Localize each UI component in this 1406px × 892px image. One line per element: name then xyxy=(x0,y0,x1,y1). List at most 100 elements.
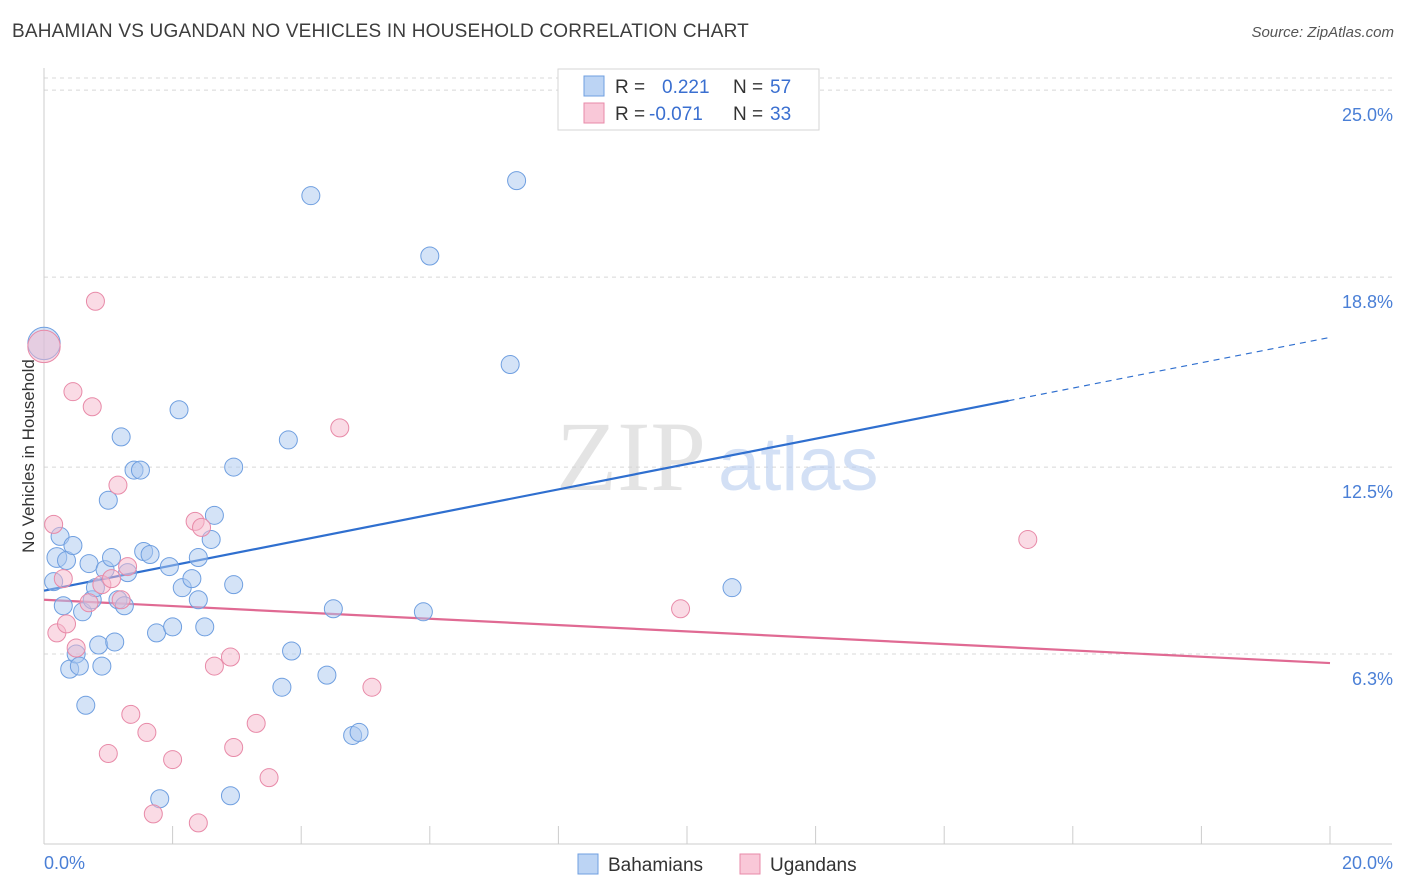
legend-r-value-1: 0.221 xyxy=(662,77,710,98)
bahamian-point xyxy=(278,430,298,450)
bahamian-point xyxy=(89,635,109,655)
chart-title: BAHAMIAN VS UGANDAN NO VEHICLES IN HOUSE… xyxy=(12,21,749,42)
bottom-legend-swatch-ugandans xyxy=(739,853,761,875)
ugandan-point xyxy=(246,713,266,733)
bahamian-point xyxy=(272,677,292,697)
ugandan-point xyxy=(111,590,131,610)
ugandan-point xyxy=(204,656,224,676)
legend-n-value-2: 33 xyxy=(770,104,791,125)
x-tick-label: 0.0% xyxy=(44,853,85,873)
bahamian-point xyxy=(76,695,96,715)
y-tick-label: 25.0% xyxy=(1342,105,1393,125)
points-layer xyxy=(27,171,1038,833)
ugandan-point xyxy=(63,382,83,402)
bahamian-point xyxy=(105,632,125,652)
bottom-legend-swatch-bahamians xyxy=(577,853,599,875)
grid-layer xyxy=(44,77,1392,655)
ugandan-point xyxy=(163,750,183,770)
legend-r-label-2: R = xyxy=(615,104,645,125)
bahamian-point xyxy=(163,617,183,637)
legend-r-value-2: -0.071 xyxy=(649,104,703,125)
watermark-zip: ZIP xyxy=(556,401,706,512)
bahamian-point xyxy=(224,457,244,477)
legend-n-label-1: N = xyxy=(733,77,763,98)
legend-swatch-bahamians xyxy=(583,75,605,97)
bottom-legend-bahamians: Bahamians xyxy=(608,855,703,876)
ugandan-point xyxy=(188,813,208,833)
bahamian-point xyxy=(111,427,131,447)
legend-n-value-1: 57 xyxy=(770,77,791,98)
legend-n-label-2: N = xyxy=(733,104,763,125)
ugandan-point xyxy=(102,569,122,589)
watermark-atlas: atlas xyxy=(718,422,879,507)
bahamian-point xyxy=(147,623,167,643)
bottom-legend-ugandans: Ugandans xyxy=(770,855,857,876)
bahamian-point xyxy=(92,656,112,676)
bahamian-point xyxy=(182,569,202,589)
legend-swatch-ugandans xyxy=(583,102,605,124)
bahamian-point xyxy=(63,535,83,555)
series-legend: Bahamians Ugandans xyxy=(577,853,857,876)
legend-r-label-1: R = xyxy=(615,77,645,98)
ugandan-point xyxy=(143,804,163,824)
y-tick-label: 12.5% xyxy=(1342,482,1393,502)
ugandan-point xyxy=(192,517,212,537)
bahamian-point xyxy=(413,602,433,622)
source-credit: Source: ZipAtlas.com xyxy=(1251,24,1394,41)
y-axis-label: No Vehicles in Household xyxy=(19,359,38,553)
ugandan-point xyxy=(98,744,118,764)
bahamian-point xyxy=(323,599,343,619)
bahamian-point xyxy=(204,505,224,525)
bahamian-point xyxy=(140,545,160,565)
ugandan-point xyxy=(66,638,86,658)
bahamian-point xyxy=(500,355,520,375)
bahamian-point xyxy=(195,617,215,637)
ugandan-point xyxy=(259,768,279,788)
bahamian-point xyxy=(507,171,527,191)
ugandan-point xyxy=(79,593,99,613)
bahamian-point xyxy=(98,490,118,510)
bahamian-point xyxy=(722,578,742,598)
ugandan-point xyxy=(27,329,61,364)
ugandan-point xyxy=(57,614,77,634)
bahamian-point xyxy=(188,590,208,610)
bahamian-point xyxy=(188,548,208,568)
watermark: ZIP atlas xyxy=(556,401,879,512)
ugandan-point xyxy=(137,722,157,742)
bahamian-point xyxy=(169,400,189,420)
correlation-legend: R = 0.221 N = 57 R = -0.071 N = 33 xyxy=(557,68,820,131)
bahamian-trend-extension xyxy=(1008,336,1331,402)
ugandan-point xyxy=(44,514,64,534)
bahamian-point xyxy=(53,596,73,616)
bahamian-point xyxy=(130,460,150,480)
ugandan-point xyxy=(53,569,73,589)
bahamian-point xyxy=(420,246,440,266)
ugandan-point xyxy=(108,475,128,495)
y-tick-label: 6.3% xyxy=(1352,669,1393,689)
axis-layer: 6.3% 12.5% 18.8% 25.0% 0.0% 20.0% xyxy=(43,68,1393,873)
ugandan-point xyxy=(118,557,138,577)
bahamian-point xyxy=(79,554,99,574)
bahamian-point xyxy=(69,656,89,676)
ugandan-point xyxy=(362,677,382,697)
bahamian-point xyxy=(224,575,244,595)
bahamian-point xyxy=(317,665,337,685)
bahamian-point xyxy=(102,548,122,568)
bahamian-point xyxy=(220,786,240,806)
bahamian-point xyxy=(282,641,302,661)
ugandan-point xyxy=(220,647,240,667)
x-tick-label: 20.0% xyxy=(1342,853,1393,873)
ugandan-trend-line xyxy=(43,598,1331,665)
ugandan-point xyxy=(330,418,350,438)
ugandan-point xyxy=(224,738,244,758)
ugandan-point xyxy=(121,704,141,724)
ugandan-point xyxy=(82,397,102,417)
ugandan-point xyxy=(671,599,691,619)
ugandan-point xyxy=(85,291,105,311)
bahamian-point xyxy=(159,557,179,577)
y-tick-label: 18.8% xyxy=(1342,292,1393,312)
bahamian-point xyxy=(349,722,369,742)
ugandan-point xyxy=(1018,529,1038,549)
bahamian-point xyxy=(301,186,321,206)
